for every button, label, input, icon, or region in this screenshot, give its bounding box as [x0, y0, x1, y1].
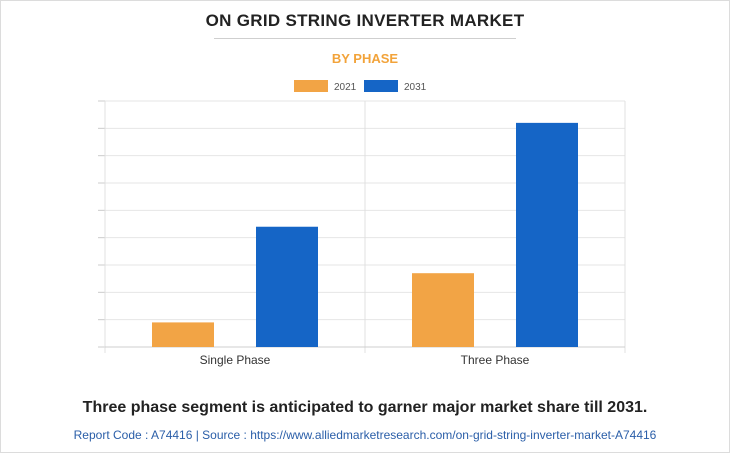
legend-label-2021: 2021	[334, 82, 357, 93]
chart-caption: Three phase segment is anticipated to ga…	[82, 399, 648, 416]
title-divider	[214, 38, 516, 39]
source-line: Report Code : A74416 | Source : https://…	[73, 428, 657, 442]
legend-swatch-2031	[364, 80, 398, 92]
bar-2031-three-phase	[516, 122, 578, 347]
chart-title: ON GRID STRING INVERTER MARKET	[205, 11, 525, 30]
chart-subtitle: BY PHASE	[331, 51, 399, 66]
bar-2021-three-phase	[412, 273, 474, 347]
bar-2021-single-phase	[152, 322, 214, 347]
legend-swatch-2021	[294, 80, 328, 92]
bar-2031-single-phase	[256, 226, 318, 347]
legend-label-2031: 2031	[404, 82, 427, 93]
x-tick-label: Single Phase	[200, 353, 271, 367]
x-tick-label: Three Phase	[461, 353, 530, 367]
